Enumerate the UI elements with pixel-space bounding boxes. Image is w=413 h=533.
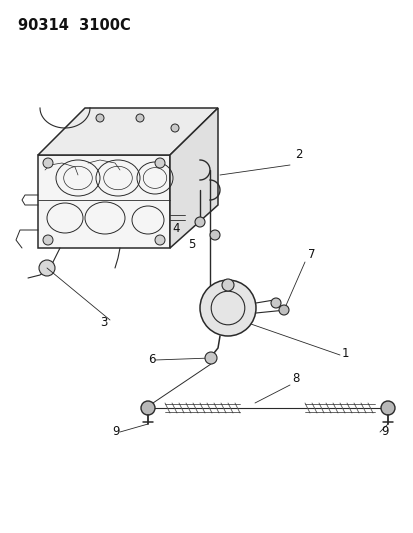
Circle shape [136,114,144,122]
Circle shape [380,401,394,415]
Circle shape [271,298,280,308]
Text: 90314  3100C: 90314 3100C [18,18,131,33]
Text: 4: 4 [171,222,179,235]
Circle shape [96,114,104,122]
Circle shape [204,352,216,364]
Text: 2: 2 [294,148,302,161]
Circle shape [209,230,219,240]
Circle shape [278,305,288,315]
Text: 7: 7 [307,248,315,261]
Text: 8: 8 [291,372,299,385]
Text: 1: 1 [341,347,349,360]
Circle shape [141,401,154,415]
Text: 3: 3 [100,316,107,329]
Text: 5: 5 [188,238,195,251]
Circle shape [154,158,165,168]
Circle shape [171,124,178,132]
Circle shape [221,279,233,291]
Polygon shape [170,108,218,248]
Text: 9: 9 [380,425,387,438]
Circle shape [199,280,255,336]
Circle shape [154,235,165,245]
Circle shape [43,158,53,168]
Polygon shape [38,108,218,155]
Text: 6: 6 [147,353,155,366]
Polygon shape [38,155,170,248]
Circle shape [39,260,55,276]
Text: 9: 9 [112,425,119,438]
Circle shape [195,217,204,227]
Circle shape [43,235,53,245]
